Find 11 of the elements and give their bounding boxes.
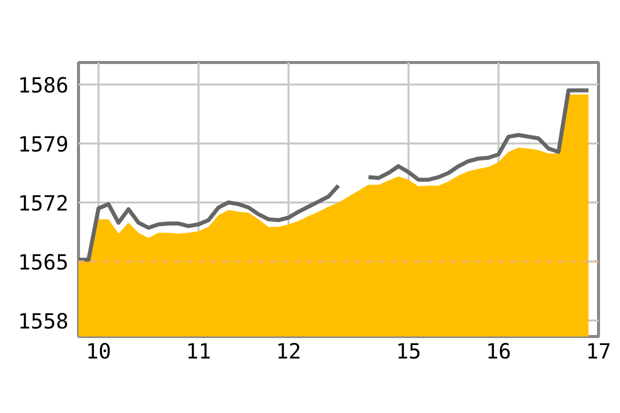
x-tick-label: 10 <box>86 340 112 364</box>
x-tick-label: 16 <box>486 340 512 364</box>
x-tick-label: 15 <box>396 340 422 364</box>
x-tick-label: 12 <box>276 340 302 364</box>
y-tick-label: 1572 <box>18 191 69 216</box>
y-tick-label: 1565 <box>18 250 69 274</box>
y-tick-label: 1579 <box>18 132 69 156</box>
x-tick-label: 17 <box>586 340 612 364</box>
y-tick-label: 1558 <box>18 309 69 334</box>
x-tick-label: 11 <box>186 340 212 364</box>
y-tick-label: 1586 <box>18 73 69 98</box>
